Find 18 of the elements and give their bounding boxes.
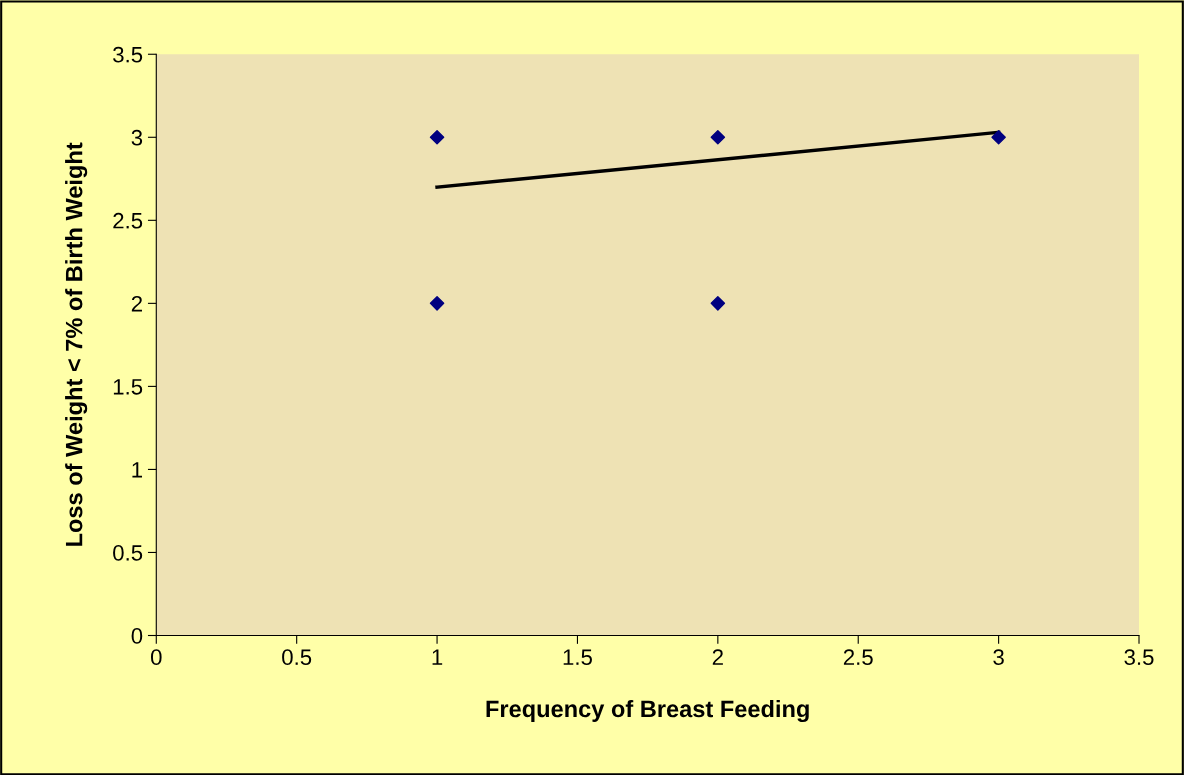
y-tick-label: 1.5 <box>113 379 143 395</box>
x-tick-label: 2.5 <box>843 649 873 666</box>
y-tick-label: 2.5 <box>113 212 143 229</box>
x-axis-title: Frequency of Breast Feeding <box>486 699 809 723</box>
x-tick-label: 1.5 <box>563 649 592 666</box>
x-tick-label: 0.5 <box>282 649 312 666</box>
x-tick-label: 3 <box>993 649 1004 666</box>
y-tick-label: 3 <box>131 129 143 146</box>
y-tick-label: 2 <box>131 295 142 312</box>
x-tick-label: 3.5 <box>1124 649 1154 666</box>
x-tick-label: 1 <box>432 649 443 665</box>
y-axis-title: Loss of Weight < 7% of Birth Weight <box>65 142 88 546</box>
y-tick-label: 1 <box>132 462 143 478</box>
x-tick-label: 0 <box>150 649 162 666</box>
x-tick-label: 2 <box>712 649 723 665</box>
y-tick-label: 0 <box>131 628 143 644</box>
y-tick-label: 3.5 <box>113 46 143 63</box>
y-tick-label: 0.5 <box>113 545 143 561</box>
